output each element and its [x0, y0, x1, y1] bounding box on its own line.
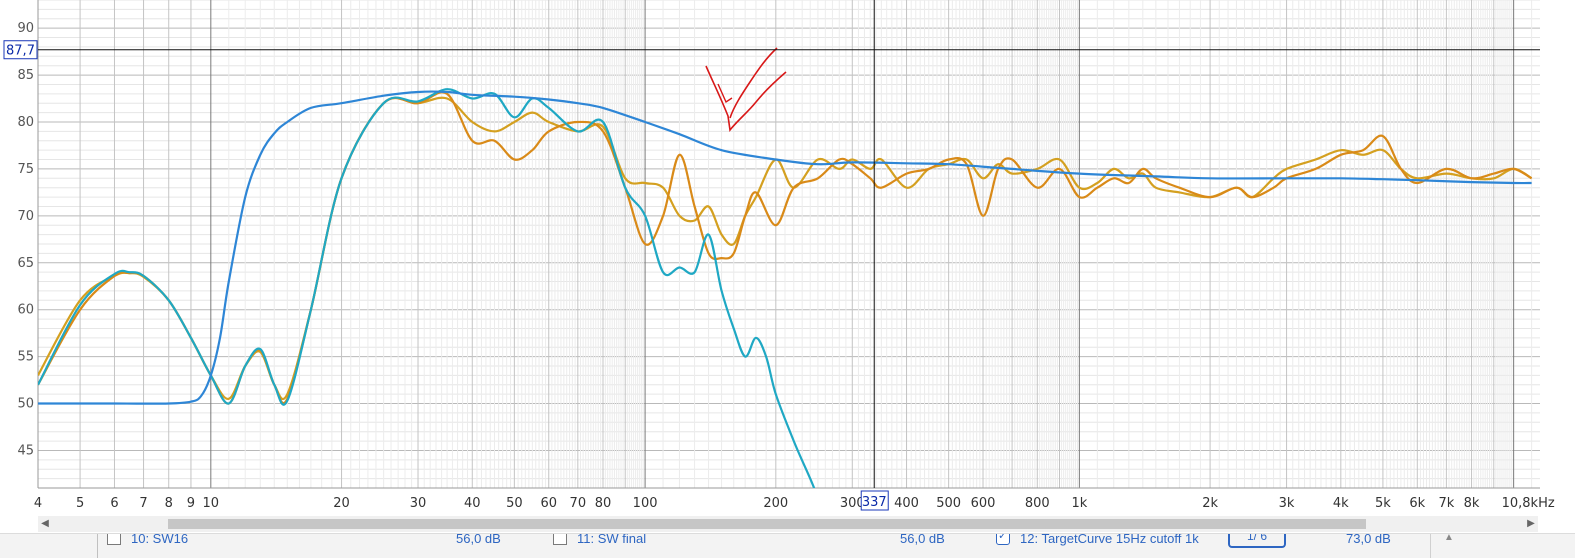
series-layer — [38, 88, 1533, 488]
cursor-y-readout-box — [3, 40, 38, 60]
annotation-stroke — [729, 47, 778, 119]
x-tick-label: 8k — [1464, 496, 1480, 511]
hand-drawn-annotation — [705, 47, 787, 132]
y-tick-label: 65 — [17, 256, 34, 271]
x-tick-label: 200 — [763, 496, 788, 511]
y-tick-label: 70 — [17, 209, 34, 224]
series-line-3 — [38, 88, 816, 488]
x-tick-label: 5k — [1375, 496, 1391, 511]
y-tick-label: 85 — [17, 68, 34, 83]
x-tick-label: 800 — [1025, 496, 1050, 511]
legend-checkbox-sw16[interactable] — [107, 534, 121, 545]
x-tick-label: 80 — [595, 496, 612, 511]
legend-label-sw16: 10: SW16 — [131, 533, 189, 546]
scroll-right-arrow-icon[interactable]: ▶ — [1527, 518, 1535, 529]
legend-item-target-curve[interactable]: 12: TargetCurve 15Hz cutoff 1k — [996, 533, 1199, 548]
grid — [37, 0, 1540, 489]
collapse-icon[interactable]: ▲ — [1444, 533, 1454, 543]
legend-checkbox-sw-final[interactable] — [553, 534, 567, 545]
x-tick-label: 1k — [1071, 496, 1087, 511]
legend-vertical-divider — [1430, 534, 1431, 558]
x-tick-label: 2k — [1202, 496, 1218, 511]
x-tick-label: 3k — [1279, 496, 1295, 511]
x-tick-label: 500 — [936, 496, 961, 511]
x-tick-label: 7k — [1438, 496, 1454, 511]
x-tick-label: 10 — [203, 496, 220, 511]
annotation-stroke — [705, 65, 787, 132]
y-tick-label: 75 — [17, 162, 34, 177]
y-tick-label: 50 — [17, 397, 34, 412]
x-tick-label: 8 — [165, 496, 173, 511]
legend-level-sw16[interactable]: 56,0 dB — [456, 533, 501, 546]
y-tick-label: 45 — [17, 443, 34, 458]
cursor-x-readout-box — [860, 490, 889, 511]
y-tick-label: 60 — [17, 303, 34, 318]
y-tick-label: 90 — [17, 21, 34, 36]
x-tick-label: 400 — [894, 496, 919, 511]
x-tick-label: 20 — [333, 496, 350, 511]
x-tick-label: 30 — [410, 496, 427, 511]
x-tick-label: 50 — [506, 496, 523, 511]
cursor-crosshair[interactable]: 87,7 337 — [3, 0, 1540, 511]
legend-label-sw-final: 11: SW final — [577, 533, 647, 546]
legend-label-target-curve: 12: TargetCurve 15Hz cutoff 1k — [1020, 533, 1199, 546]
x-tick-label: 9 — [187, 496, 195, 511]
x-tick-label: 4k — [1333, 496, 1349, 511]
annotation-stroke — [717, 83, 733, 104]
scroll-thumb[interactable] — [168, 519, 1366, 529]
x-tick-label: 100 — [633, 496, 658, 511]
legend-level-target-curve[interactable]: 73,0 dB — [1346, 533, 1391, 546]
x-tick-label: 5 — [76, 496, 84, 511]
legend-level-sw-final[interactable]: 56,0 dB — [900, 533, 945, 546]
scroll-left-arrow-icon[interactable]: ◀ — [41, 518, 49, 529]
x-tick-label: 4 — [34, 496, 42, 511]
legend-separator — [97, 534, 98, 558]
y-tick-label: 55 — [17, 350, 34, 365]
horizontal-scrollbar[interactable]: ◀ ▶ — [38, 516, 1538, 532]
legend-panel: 10: SW16 56,0 dB 11: SW final 56,0 dB 12… — [0, 533, 1575, 558]
x-tick-label: 300 — [840, 496, 865, 511]
series-line-4 — [38, 90, 1532, 405]
x-tick-label: 40 — [464, 496, 481, 511]
legend-checkbox-target-curve[interactable] — [996, 534, 1010, 545]
x-tick-label: 10,8kHz — [1502, 496, 1555, 511]
cursor-y-readout: 87,7 — [6, 44, 35, 59]
cursor-x-readout: 337 — [862, 495, 887, 510]
x-tick-label: 6k — [1409, 496, 1425, 511]
y-tick-label: 80 — [17, 115, 34, 130]
legend-item-sw-final[interactable]: 11: SW final — [553, 533, 647, 548]
x-tick-label: 70 — [570, 496, 587, 511]
smoothing-selector[interactable]: 1/ 6 — [1228, 534, 1286, 548]
x-tick-label: 7 — [139, 496, 147, 511]
legend-item-sw16[interactable]: 10: SW16 — [107, 533, 189, 548]
x-tick-label: 6 — [110, 496, 118, 511]
x-tick-label: 600 — [971, 496, 996, 511]
x-tick-label: 60 — [540, 496, 557, 511]
